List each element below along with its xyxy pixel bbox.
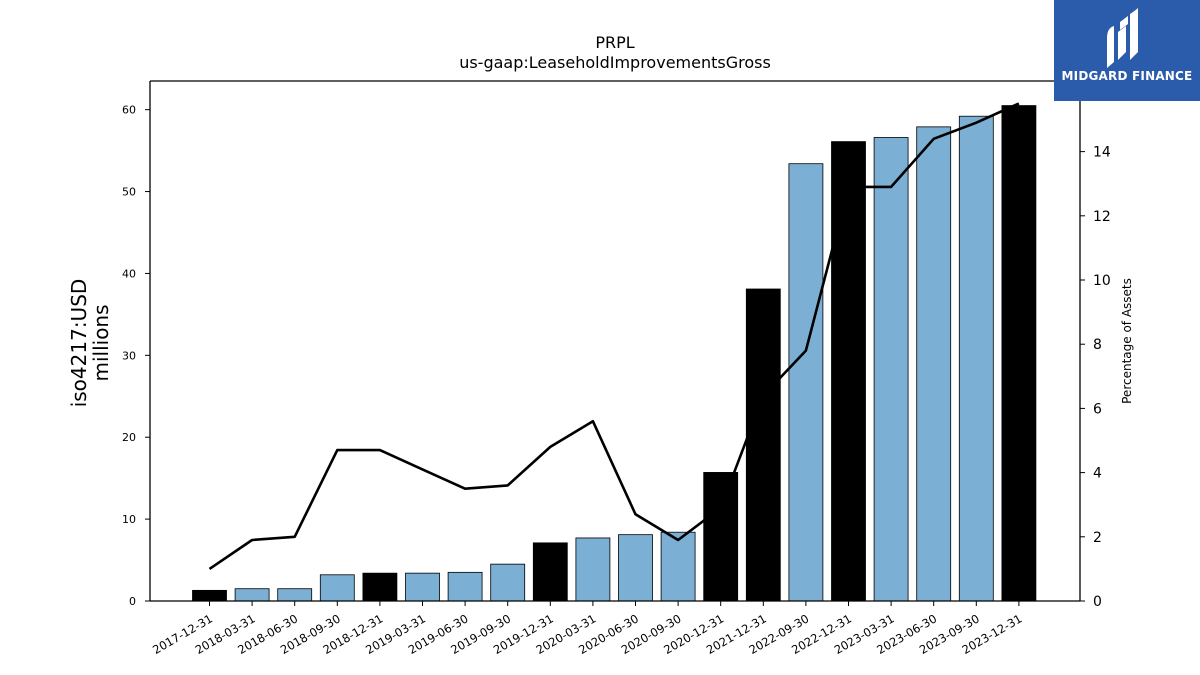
bar-2019-06-30 (447, 571, 483, 602)
bar-2023-06-30 (916, 126, 952, 602)
y-axis-label-text: iso4217:USD (67, 279, 91, 408)
y-tick-label: 60 (122, 104, 136, 117)
y-axis-label: iso4217:USD millions (67, 279, 113, 408)
bar-2022-12-31 (831, 141, 866, 602)
bar-2020-12-31 (703, 472, 739, 602)
y2-tick-label: 2 (1093, 530, 1102, 546)
y-axis-unit-text: millions (89, 304, 113, 381)
y2-tick-label: 8 (1093, 337, 1102, 353)
line-layer (208, 102, 1020, 570)
y2-tick-label: 4 (1093, 466, 1102, 482)
bar-2021-12-31 (745, 288, 781, 602)
y-tick-label: 50 (122, 186, 136, 199)
y2-tick-label: 0 (1093, 594, 1102, 610)
y2-tick-label: 14 (1093, 145, 1111, 161)
bars-layer (192, 105, 1037, 602)
bar-2019-03-31 (405, 572, 440, 602)
bar-2020-06-30 (618, 534, 653, 602)
percentage-line (208, 102, 1020, 570)
y-tick-label: 0 (129, 595, 136, 608)
chart-title: PRPL (595, 33, 634, 52)
y2-tick-label: 12 (1093, 209, 1111, 225)
bar-2020-09-30 (660, 531, 696, 602)
brand-name: MIDGARD FINANCE (1061, 69, 1193, 83)
bar-2018-03-31 (234, 588, 270, 602)
y2-axis-label: Percentage of Assets (1120, 278, 1134, 404)
y-tick-label: 20 (122, 431, 136, 444)
bar-2017-12-31 (192, 589, 227, 602)
midgard-logo-icon (1107, 8, 1138, 68)
y2-tick-label: 10 (1093, 273, 1111, 289)
bar-2023-03-31 (873, 137, 909, 602)
y-tick-label: 10 (122, 513, 136, 526)
y-tick-label: 30 (122, 349, 136, 362)
bar-2019-09-30 (490, 563, 526, 602)
bar-2018-06-30 (277, 588, 313, 602)
bar-2022-09-30 (788, 163, 824, 602)
bar-2019-12-31 (532, 542, 568, 602)
bar-2018-09-30 (319, 574, 355, 602)
bar-2020-03-31 (575, 537, 611, 602)
brand-logo: MIDGARD FINANCE (1054, 0, 1200, 101)
chart-subtitle: us-gaap:LeaseholdImprovementsGross (459, 53, 771, 72)
y2-tick-label: 6 (1093, 401, 1102, 417)
bar-2018-12-31 (362, 572, 398, 602)
y-tick-label: 40 (122, 267, 136, 280)
bar-2023-09-30 (958, 115, 994, 602)
bar-2023-12-31 (1001, 105, 1037, 602)
